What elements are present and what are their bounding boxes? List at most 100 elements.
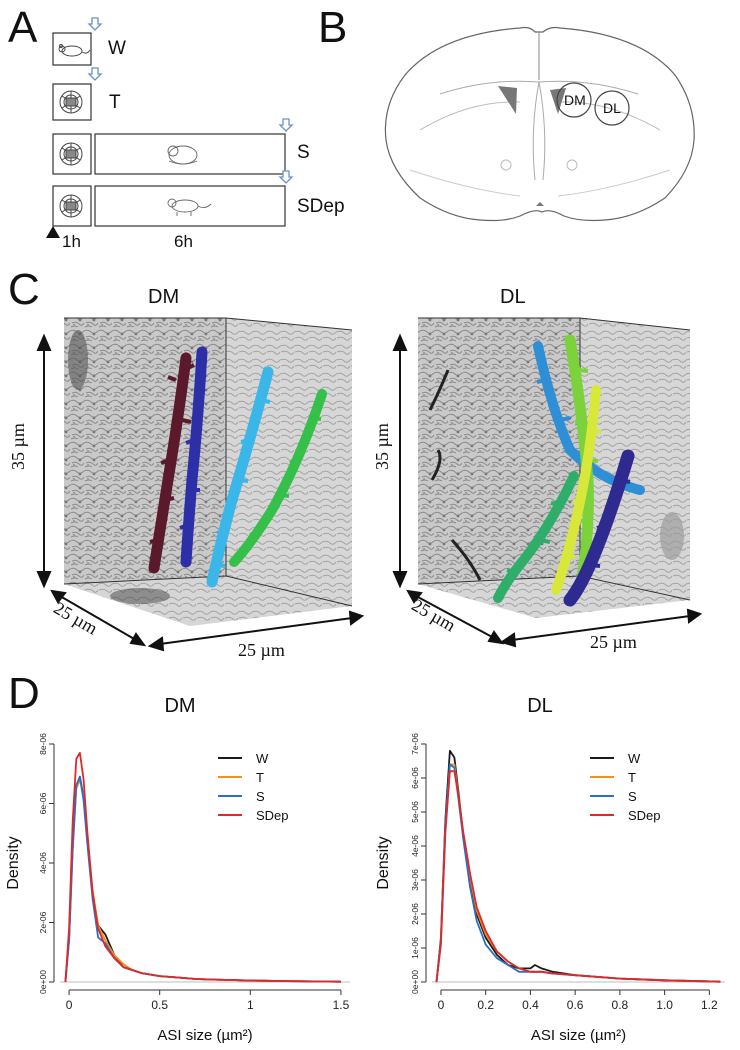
cube-title-dl: DL [500,286,526,308]
dl-legend-label: W [628,751,641,766]
dm-y-tick-label: 8e-06 [38,733,48,755]
dm-series-sdep [64,752,341,983]
walking-rat-icon [167,198,212,216]
dl-chart-title: DL [527,695,553,717]
density-chart-dm: DM 0e+00 2e-06 4e-06 6e-06 8e-06 Density 0 0.5 1 1… [5,695,350,1044]
dm-y-tick-label: 0e+00 [38,970,48,994]
dm-series-w [64,775,341,983]
dl-dendrite-4 [563,449,635,607]
arrow-down-icon [87,67,103,81]
dl-x-tick-label: 0.2 [477,998,494,1012]
row-label-t: T [109,92,121,113]
sleeping-rat-icon [167,145,198,165]
dm-dendrite-2 [179,346,208,568]
row-label-sdep: SDep [297,196,345,217]
row-label-w: W [108,38,126,59]
dl-x-tick-label: 0.6 [567,998,584,1012]
dl-x-tick-label: 0.4 [522,998,539,1012]
time-label-1h: 1h [62,232,81,251]
dl-y-tick-label: 4e-06 [410,835,420,857]
dm-x-tick-label: 1.5 [333,998,350,1012]
dm-x-axis-label: ASI size (µm²) [157,1027,252,1044]
dm-y-tick-label: 6e-06 [38,792,48,814]
dm-legend-label: SDep [256,808,289,823]
arrow-down-icon [87,17,103,31]
panel-label-d: D [8,669,40,718]
rat-icon [58,44,91,57]
ventricle-left [498,86,517,114]
dm-chart-title: DM [164,695,195,717]
protocol-row-s [52,118,294,175]
dm-x-tick-label: 0.5 [151,998,168,1012]
dl-legend-label: SDep [628,808,661,823]
treadmill-wheel-icon [59,90,83,114]
dm-x-tick-label: 1 [247,998,254,1012]
dl-y-tick-label: 3e-06 [410,869,420,891]
dm-y-tick-label: 4e-06 [38,852,48,874]
dm-y-axis-label: Density [5,836,22,889]
dl-x-tick-label: 1.2 [701,998,718,1012]
start-marker-icon [46,226,60,238]
scale-label-height-dm: 35 µm [8,423,28,470]
dm-legend-label: W [256,751,269,766]
cube-dl [392,317,703,648]
region-label-dl: DL [603,100,621,116]
protocol-row-t [52,67,103,121]
protocol-row-w [52,17,103,66]
dl-x-tick-label: 0.8 [612,998,629,1012]
panel-label-c: C [8,265,40,314]
dl-y-tick-label: 2e-06 [410,903,420,925]
cube-dm [36,317,365,652]
row-label-s: S [297,142,310,163]
dl-series-t [435,763,721,983]
region-dl-circle [594,90,630,126]
dl-legend-label: T [628,770,636,785]
treadmill-wheel-icon [59,142,83,166]
brain-section-diagram [384,26,695,222]
protocol-diagram [46,17,294,238]
dl-y-tick-label: 0e+00 [410,970,420,994]
scale-arrow-width-dm [147,610,365,652]
arrow-down-icon [278,118,294,132]
scale-label-width-dl: 25 µm [590,632,637,652]
scale-label-width-dm: 25 µm [238,640,285,660]
dl-x-tick-label: 1.0 [656,998,673,1012]
dl-x-axis-label: ASI size (µm²) [531,1027,626,1044]
scale-arrow-height-dl [392,333,408,589]
dm-series-t [64,778,341,983]
reconstruction-figure [36,317,703,652]
brain-outline [384,26,695,222]
density-chart-dl: DL 0e+00 1e-06 2e-06 3e-06 4e-06 5e-06 6e-06 7e-… [375,695,725,1044]
dl-series-w [435,749,721,983]
region-label-dm: DM [564,92,586,108]
cube-title-dm: DM [148,286,180,308]
ventricle-right [550,88,566,114]
dm-y-tick-label: 2e-06 [38,911,48,933]
dm-legend-label: T [256,770,264,785]
time-label-6h: 6h [174,232,193,251]
treadmill-wheel-icon [59,194,83,218]
dl-y-axis-label: Density [375,836,392,889]
dl-y-tick-label: 1e-06 [410,937,420,959]
dl-y-tick-label: 5e-06 [410,801,420,823]
scale-label-height-dl: 35 µm [372,423,392,470]
dm-dendrite-3 [206,366,274,588]
scale-arrow-depth-dm [50,589,147,647]
protocol-row-sdep [52,170,294,227]
scale-arrow-height-dm [36,333,52,589]
scale-arrow-depth-dl [406,589,505,645]
scale-arrow-width-dl [499,608,703,648]
dm-dendrite-4 [229,389,327,567]
dl-x-tick-label: 0 [438,998,445,1012]
dl-series-sdep [435,770,721,983]
dm-legend-label: S [256,789,265,804]
panel-label-a: A [8,3,38,52]
dm-dendrite-1 [148,352,195,574]
dl-series-s [435,763,721,983]
region-dm-circle [556,82,592,118]
dm-series-s [64,775,341,983]
dm-x-tick-label: 0 [66,998,73,1012]
dl-legend-label: S [628,789,637,804]
dl-dendrite-5 [493,471,579,603]
dl-y-tick-label: 7e-06 [410,733,420,755]
